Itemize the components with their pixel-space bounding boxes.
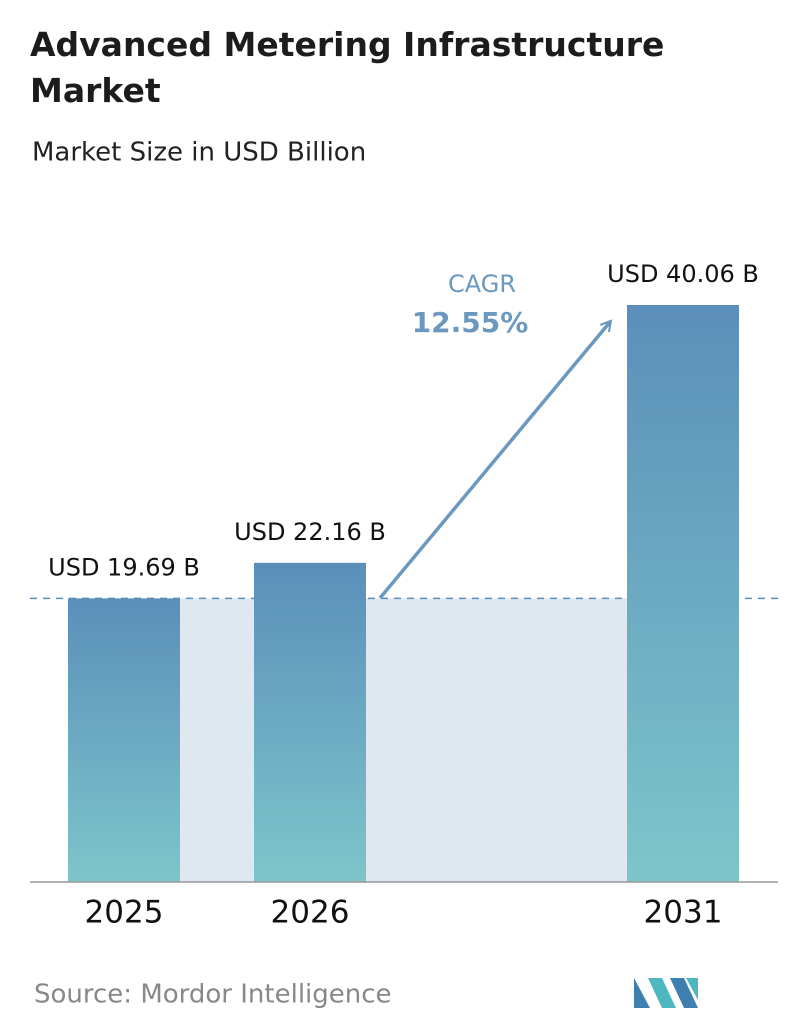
value-label: USD 22.16 B (234, 518, 386, 546)
value-label: USD 19.69 B (48, 553, 200, 581)
bar (254, 562, 366, 882)
x-tick-label: 2026 (271, 895, 350, 931)
title-box: Advanced Metering Infrastructure Market (30, 25, 665, 110)
x-tick-label: 2025 (85, 895, 164, 931)
cagr-label: CAGR (448, 270, 516, 298)
logo (634, 978, 698, 1008)
bar (627, 305, 739, 882)
bar (68, 598, 180, 882)
source: Source: Mordor Intelligence (34, 980, 392, 1010)
x-tick-label: 2031 (644, 895, 723, 931)
chart-title: Advanced Metering Infrastructure Market (30, 25, 665, 110)
plot-area: USD 19.69 B 2025 USD 22.16 B 2026 USD 40.06 … (30, 260, 782, 931)
cagr-value: 12.55% (412, 306, 529, 339)
chart-subtitle: Market Size in USD Billion (32, 138, 366, 168)
value-label: USD 40.06 B (607, 260, 759, 288)
cagr-arrow (378, 319, 613, 600)
